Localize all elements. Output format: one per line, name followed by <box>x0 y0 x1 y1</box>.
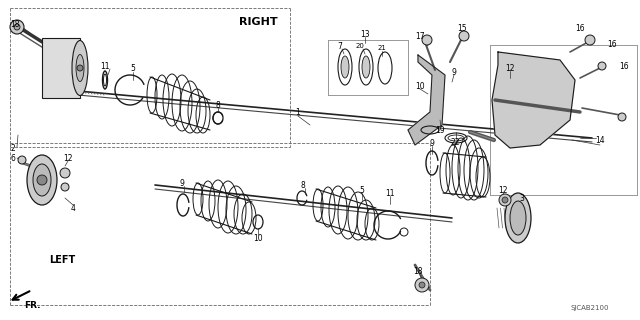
Text: LEFT: LEFT <box>49 255 75 265</box>
Ellipse shape <box>510 201 526 235</box>
Circle shape <box>499 194 511 206</box>
Text: 9: 9 <box>429 139 435 148</box>
Circle shape <box>598 62 606 70</box>
Text: 11: 11 <box>100 61 109 70</box>
Text: 1: 1 <box>296 108 300 116</box>
Ellipse shape <box>18 156 26 164</box>
Text: SJCAB2100: SJCAB2100 <box>571 305 609 311</box>
Ellipse shape <box>362 56 370 78</box>
Text: 3: 3 <box>520 194 524 203</box>
Polygon shape <box>408 55 445 145</box>
Text: 9: 9 <box>452 68 456 76</box>
Ellipse shape <box>72 41 88 95</box>
Text: 15: 15 <box>457 23 467 33</box>
Text: 11: 11 <box>385 188 395 197</box>
Text: 5: 5 <box>360 186 364 195</box>
Text: FR.: FR. <box>24 300 40 309</box>
Text: 6: 6 <box>11 154 15 163</box>
Text: 17: 17 <box>415 31 425 41</box>
Circle shape <box>585 35 595 45</box>
Ellipse shape <box>341 56 349 78</box>
Ellipse shape <box>76 54 84 82</box>
Text: 16: 16 <box>575 23 585 33</box>
Text: 8: 8 <box>301 180 305 189</box>
Text: 4: 4 <box>70 204 76 212</box>
Circle shape <box>10 20 24 34</box>
Circle shape <box>77 65 83 71</box>
Text: 10: 10 <box>253 234 263 243</box>
Polygon shape <box>492 52 575 148</box>
Ellipse shape <box>33 164 51 196</box>
Text: 12: 12 <box>63 154 73 163</box>
Text: 19: 19 <box>435 125 445 134</box>
Text: 8: 8 <box>216 100 220 109</box>
Circle shape <box>459 31 469 41</box>
Circle shape <box>61 183 69 191</box>
Text: 7: 7 <box>337 42 342 51</box>
Text: 5: 5 <box>131 63 136 73</box>
Text: 16: 16 <box>607 39 617 49</box>
Circle shape <box>415 278 429 292</box>
Circle shape <box>502 197 508 203</box>
Text: 18: 18 <box>10 20 20 28</box>
Text: 12: 12 <box>505 63 515 73</box>
Text: 18: 18 <box>413 268 423 276</box>
Circle shape <box>37 175 47 185</box>
Text: 22: 22 <box>451 138 460 147</box>
Text: 16: 16 <box>619 61 629 70</box>
Circle shape <box>618 113 626 121</box>
Circle shape <box>60 168 70 178</box>
Ellipse shape <box>505 193 531 243</box>
Circle shape <box>422 35 432 45</box>
Text: 9: 9 <box>180 179 184 188</box>
Text: 13: 13 <box>360 29 370 38</box>
Circle shape <box>419 282 425 288</box>
Text: 12: 12 <box>499 186 508 195</box>
Text: 14: 14 <box>595 135 605 145</box>
Ellipse shape <box>27 155 57 205</box>
Bar <box>42 38 80 98</box>
Circle shape <box>14 24 20 30</box>
Text: RIGHT: RIGHT <box>239 17 277 27</box>
Text: 21: 21 <box>378 45 387 51</box>
Text: 10: 10 <box>415 82 425 91</box>
Text: 2: 2 <box>11 143 15 153</box>
Text: 20: 20 <box>356 43 364 49</box>
